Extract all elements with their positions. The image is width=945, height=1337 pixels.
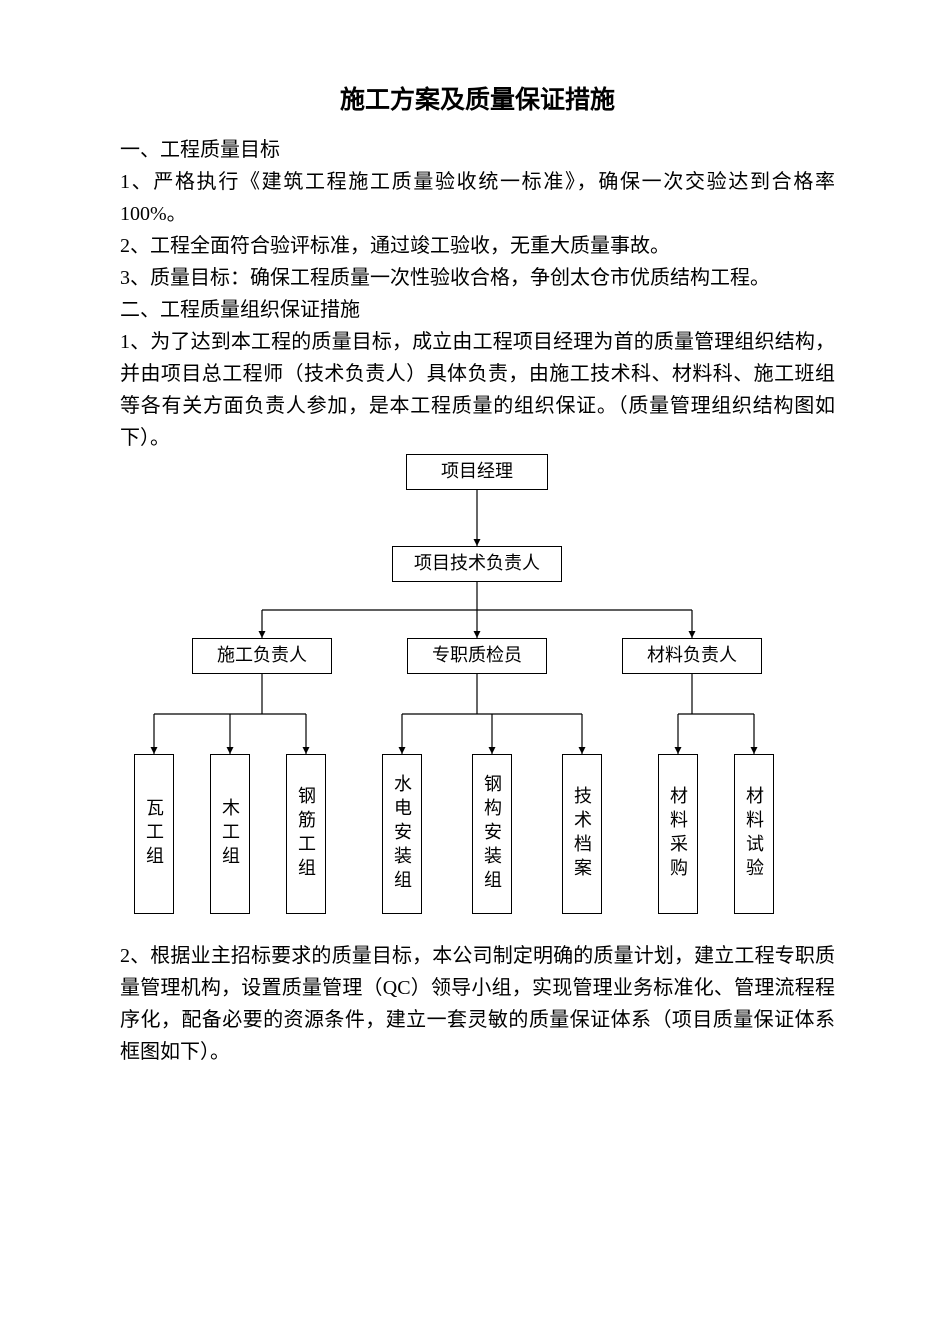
- node-row4-5: 技术档案: [562, 754, 602, 914]
- node-row4-2: 钢筋工组: [286, 754, 326, 914]
- paragraph-5: 2、根据业主招标要求的质量目标，本公司制定明确的质量计划，建立工程专职质量管理机…: [120, 940, 835, 1068]
- org-chart: 项目经理项目技术负责人施工负责人 专职质检员 材料负责人瓦工组木工组钢筋工组 水电安装…: [120, 454, 835, 934]
- node-row4-6: 材料采购: [658, 754, 698, 914]
- paragraph-4: 1、为了达到本工程的质量目标，成立由工程项目经理为首的质量管理组织结构，并由项目…: [120, 326, 835, 454]
- node-row4-3: 水电安装组: [382, 754, 422, 914]
- node-row3-2: 材料负责人: [622, 638, 762, 674]
- page-title: 施工方案及质量保证措施: [120, 80, 835, 116]
- node-row3-0: 施工负责人: [192, 638, 332, 674]
- node-row4-0: 瓦工组: [134, 754, 174, 914]
- node-row4-1: 木工组: [210, 754, 250, 914]
- section1-heading: 一、工程质量目标: [120, 134, 835, 166]
- node-project-manager: 项目经理: [406, 454, 548, 490]
- node-row3-1: 专职质检员: [407, 638, 547, 674]
- node-tech-lead: 项目技术负责人: [392, 546, 562, 582]
- node-row4-4: 钢构安装组: [472, 754, 512, 914]
- section2-heading: 二、工程质量组织保证措施: [120, 294, 835, 326]
- node-row4-7: 材料试验: [734, 754, 774, 914]
- paragraph-1: 1、严格执行《建筑工程施工质量验收统一标准》，确保一次交验达到合格率 100%。: [120, 166, 835, 230]
- paragraph-2: 2、工程全面符合验评标准，通过竣工验收，无重大质量事故。: [120, 230, 835, 262]
- paragraph-3: 3、质量目标：确保工程质量一次性验收合格，争创太仓市优质结构工程。: [120, 262, 835, 294]
